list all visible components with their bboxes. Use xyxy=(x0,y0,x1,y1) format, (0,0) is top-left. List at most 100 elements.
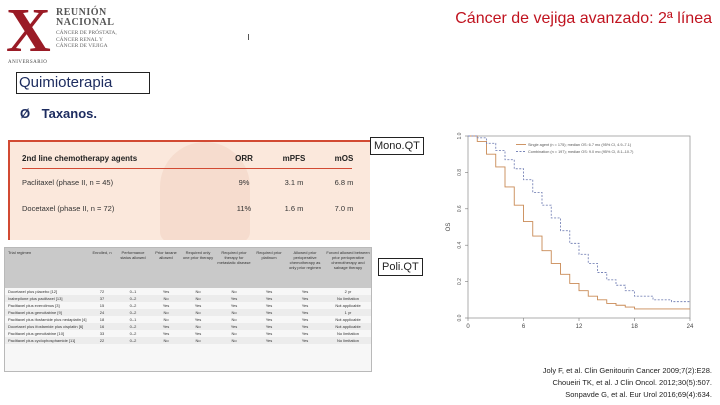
table-cell: No xyxy=(231,317,237,322)
cell-orr: 11% xyxy=(236,203,252,213)
header-cell: Required prior therapy for metastatic di… xyxy=(215,248,253,288)
header-orr: ORR xyxy=(235,153,253,163)
table-cell: 0–2 xyxy=(115,309,151,316)
table-cell: 0–2 xyxy=(115,337,151,344)
poli-qt-label: Poli.QT xyxy=(378,258,423,276)
combination-table: Trial regimen Enrolled, n Performance st… xyxy=(4,247,372,372)
table-cell: 0–2 xyxy=(115,323,151,330)
header-cell: Performance status allowed xyxy=(115,248,151,288)
logo: X ANIVERSARIO REUNIÓN NACIONAL CÁNCER DE… xyxy=(4,0,154,65)
table-cell: 0–2 xyxy=(129,331,137,336)
x-tick-label: 12 xyxy=(576,324,583,328)
table-row: Docetaxel (phase II, n = 72) 11% 1.6 m 7… xyxy=(10,195,370,221)
table-cell: Paclitaxel plus ifosfamide plus nedaplat… xyxy=(8,317,87,322)
table-cell: Yes xyxy=(265,289,273,294)
table-cell: 15 xyxy=(99,303,105,308)
header-cell: Required prior platinum xyxy=(253,248,285,288)
x-tick-label: 6 xyxy=(522,324,526,328)
table-cell: Docetaxel plus ifosfamide plus cisplatin… xyxy=(5,323,89,330)
header-cell: Prior taxane allowed xyxy=(151,248,181,288)
table-cell: Yes xyxy=(285,309,325,316)
monotherapy-table: 2nd line chemotherapy agents ORR mPFS mO… xyxy=(8,140,370,240)
combination-grid: Trial regimen Enrolled, n Performance st… xyxy=(5,248,371,344)
table-cell: Docetaxel plus placebo [12] xyxy=(8,289,58,294)
logo-sub-line: CÁNCER DE PRÓSTATA, xyxy=(56,30,117,36)
logo-reunion-line: REUNIÓN xyxy=(56,7,107,18)
y-tick-label: 0.0 xyxy=(457,314,463,321)
cell-mpfs: 1.6 m xyxy=(284,203,304,213)
table-cell: Yes xyxy=(162,289,170,294)
table-cell: 33 xyxy=(99,331,105,336)
cell-mpfs: 3.1 m xyxy=(284,177,304,187)
logo-subtitle: CÁNCER DE PRÓSTATA, CÁNCER RENAL Y CÁNCE… xyxy=(56,30,117,50)
table-cell: Not applicable xyxy=(335,303,361,308)
reference-line: Sonpavde G, et al. Eur Urol 2016;69(4):6… xyxy=(565,390,712,399)
cell-mos: 7.0 m xyxy=(334,203,354,213)
table-cell: Yes xyxy=(265,317,273,322)
monotherapy-grid: 2nd line chemotherapy agents ORR mPFS mO… xyxy=(10,142,370,221)
table-cell: No xyxy=(181,323,215,330)
table-cell: No xyxy=(151,309,181,316)
y-tick-label: 0.8 xyxy=(457,169,463,176)
cell-orr: 9% xyxy=(238,177,250,187)
table-cell: Yes xyxy=(162,303,170,308)
table-cell: Yes xyxy=(151,323,181,330)
table-row: Paclitaxel plus gemcitabine [10] 33 0–2 Yes… xyxy=(5,330,371,337)
reference-line: Choueiri TK, et al. J Clin Oncol. 2012;3… xyxy=(552,378,712,387)
x-tick-label: 24 xyxy=(687,324,694,328)
bullet-text: Taxanos. xyxy=(41,106,98,121)
table-cell: Yes xyxy=(253,309,285,316)
table-cell: Yes xyxy=(285,295,325,302)
table-cell: No xyxy=(215,309,253,316)
legend-entry: Single agent (n = 175); median OS: 6.7 m… xyxy=(528,143,632,147)
legend-entry: Combination (n = 197); median OS: 9.0 mo… xyxy=(528,150,634,154)
table-cell: Yes xyxy=(215,295,253,302)
table-cell: 16 xyxy=(89,323,115,330)
table-cell: Yes xyxy=(301,303,309,308)
references: Joly F, et al. Clin Genitourin Cancer 20… xyxy=(543,365,712,401)
table-header-row: 2nd line chemotherapy agents ORR mPFS mO… xyxy=(10,142,370,168)
table-cell: Yes xyxy=(265,331,273,336)
cell-mos: 6.8 m xyxy=(334,177,354,187)
page-title: Cáncer de vejiga avanzado: 2ª línea xyxy=(455,10,712,27)
cell-agent: Paclitaxel (phase II, n = 45) xyxy=(22,177,114,187)
table-cell: Paclitaxel plus everolimus [3] xyxy=(8,303,60,308)
table-cell: 0–2 xyxy=(115,295,151,302)
table-rule xyxy=(10,168,370,169)
y-tick-label: 0.6 xyxy=(457,205,463,212)
table-cell: Yes xyxy=(301,331,309,336)
header-cell: Trial regimen xyxy=(5,248,89,288)
table-cell: Yes xyxy=(265,303,273,308)
table-cell: No xyxy=(231,289,237,294)
logo-nacional-line: NACIONAL xyxy=(56,17,115,28)
table-cell: Yes xyxy=(285,337,325,344)
table-cell: Yes xyxy=(301,317,309,322)
table-cell: 37 xyxy=(89,295,115,302)
header-mos: mOS xyxy=(334,153,354,163)
table-cell: Yes xyxy=(194,303,202,308)
table-row: Paclitaxel plus everolimus [3] 15 0–2 Yes Ye… xyxy=(5,302,371,309)
table-cell: Yes xyxy=(301,289,309,294)
reference-line: Joly F, et al. Clin Genitourin Cancer 20… xyxy=(542,366,712,375)
table-cell: 0–1 xyxy=(129,289,137,294)
y-tick-label: 0.2 xyxy=(457,278,463,285)
table-cell: Ixabepilone plus paclitaxel [13] xyxy=(5,295,89,302)
logo-reunion: REUNIÓN NACIONAL xyxy=(56,8,114,28)
table-cell: 0–2 xyxy=(129,303,137,308)
watermark-seal-icon xyxy=(160,142,250,240)
km-curve-combination xyxy=(468,135,690,303)
table-cell: No xyxy=(181,337,215,344)
table-cell: No limitation xyxy=(325,337,371,344)
table-header-row: Trial regimen Enrolled, n Performance st… xyxy=(5,248,371,288)
table-cell: Paclitaxel plus gemcitabine [9] xyxy=(5,309,89,316)
table-cell: No xyxy=(163,317,169,322)
table-row: Paclitaxel (phase II, n = 45) 9% 3.1 m 6… xyxy=(10,169,370,195)
table-cell: No xyxy=(151,295,181,302)
header-cell: Required only one prior therapy xyxy=(181,248,215,288)
logo-sub-line: CÁNCER RENAL Y xyxy=(56,36,103,43)
table-cell: No xyxy=(215,337,253,344)
y-tick-label: 1.0 xyxy=(457,132,463,139)
mono-qt-label: Mono.QT xyxy=(370,137,424,155)
y-axis-label: OS xyxy=(446,223,452,232)
table-cell: No xyxy=(181,295,215,302)
